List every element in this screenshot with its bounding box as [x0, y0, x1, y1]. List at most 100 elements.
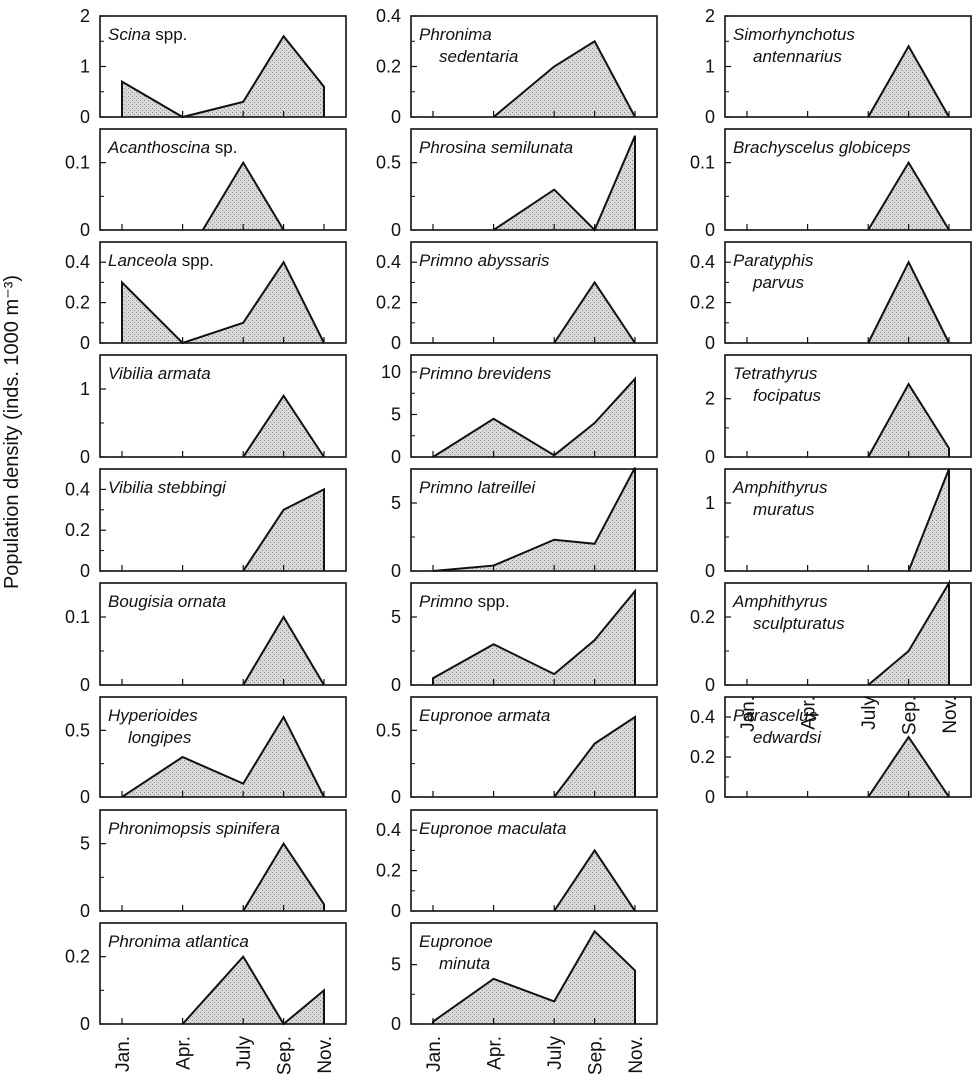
chart-panel: 0 0.5 Eupronoe armata [376, 696, 658, 807]
y-tick-label: 0.2 [690, 747, 715, 767]
chart-panel: 0 5 Eupronoe minuta [391, 922, 658, 1034]
panel-frame [99, 922, 347, 1025]
y-tick-label: 0 [391, 561, 401, 581]
x-tick-label: Sep. [900, 696, 921, 735]
y-tick-label: 5 [391, 607, 401, 627]
y-tick-label: 0 [80, 675, 90, 695]
panel-title: Parascelus [733, 706, 818, 725]
series-line [201, 160, 285, 231]
x-tick-labels-group: Jan. Apr. July Sep. Nov. Jan. Apr. July Sep. Nov.… [113, 696, 961, 1076]
y-tick-label: 1 [80, 57, 90, 77]
y-tick-label: 0 [80, 1014, 90, 1034]
panel-frame [410, 468, 658, 572]
y-tick-label: 0 [391, 1014, 401, 1034]
y-tick-label: 0.5 [65, 720, 90, 740]
chart-panel: 0 0.5 Hyperioides longipes [65, 696, 347, 807]
series-area [868, 737, 949, 797]
series-line [867, 259, 950, 344]
chart-panel: 0 0.1 Acanthoscina sp. [65, 128, 347, 240]
y-tick-label: 0 [705, 447, 715, 467]
series-area [122, 262, 324, 343]
series-area [243, 617, 324, 685]
panel-frame [410, 241, 658, 344]
y-tick-label: 0.2 [65, 520, 90, 540]
x-tick-label: Sep. [586, 1036, 607, 1075]
chart-panel: 0 0.2 Phronima atlantica [65, 922, 347, 1034]
series-area [433, 467, 635, 571]
series-line [553, 848, 636, 912]
chart-panel: 0 5 Phronimopsis spinifera [80, 809, 347, 921]
chart-panel: 0 5 10 Primno brevidens [381, 354, 658, 467]
y-tick-label: 0 [705, 675, 715, 695]
y-tick-label: 0.2 [376, 57, 401, 77]
chart-panel: 0 0.2 0.4 Paratyphis parvus [690, 241, 972, 353]
panel-title-line2: sculpturatus [753, 614, 845, 633]
series-line [432, 588, 636, 685]
panel-frame [724, 696, 972, 798]
y-tick-label: 0 [705, 333, 715, 353]
series-area [868, 384, 949, 457]
panel-title: Primno brevidens [419, 364, 552, 383]
series-line [242, 487, 325, 572]
chart-panel: 0 1 2 Scina spp. [80, 6, 347, 127]
chart-panel: 0 0.2 0.4 Lanceola spp. [65, 241, 347, 353]
y-tick-label: 0.4 [65, 252, 90, 272]
panel-title-line2: longipes [128, 728, 192, 747]
y-tick-label: 0 [391, 675, 401, 695]
series-line [492, 39, 636, 118]
series-line [242, 393, 325, 458]
chart-panel: 0 0.2 0.4 Primno abyssaris [376, 241, 658, 353]
panel-frame [99, 241, 347, 344]
x-tick-label: Apr. [799, 696, 820, 730]
chart-panel: 0 0.2 0.4 Eupronoe maculata [376, 809, 658, 921]
y-tick-label: 0 [391, 447, 401, 467]
panel-title: Eupronoe [419, 932, 493, 951]
series-area [554, 282, 635, 343]
series-line [432, 376, 636, 458]
panel-title: Paratyphis [733, 251, 814, 270]
x-tick-label: Jan. [738, 696, 759, 732]
y-tick-label: 0.4 [376, 6, 401, 26]
series-area [868, 583, 949, 685]
panel-title-line2: sedentaria [439, 47, 518, 66]
y-tick-label: 0 [391, 901, 401, 921]
series-area [202, 162, 284, 230]
panel-frame [724, 128, 972, 231]
series-line [432, 467, 636, 572]
panel-title: Bougisia ornata [108, 592, 226, 611]
series-area [493, 135, 635, 230]
panel-title-line2: antennarius [753, 47, 842, 66]
x-tick-label: Sep. [275, 1036, 296, 1075]
series-line [121, 714, 325, 798]
y-tick-label: 0 [80, 107, 90, 127]
y-tick-label: 0.4 [376, 252, 401, 272]
panel-frame [724, 582, 972, 686]
y-axis-label: Population density (inds. 1000 m⁻³) [1, 275, 23, 589]
panel-frame [99, 809, 347, 912]
y-tick-label: 0.2 [376, 861, 401, 881]
series-area [182, 956, 324, 1024]
chart-panel: 0 0.1 Brachyscelus globiceps [690, 128, 972, 240]
y-tick-label: 0 [705, 220, 715, 240]
y-tick-label: 2 [80, 6, 90, 26]
panel-title: Primno latreillei [419, 478, 536, 497]
panel-title: Eupronoe armata [419, 706, 550, 725]
y-tick-label: 5 [391, 493, 401, 513]
panel-title-line2: focipatus [753, 386, 822, 405]
y-tick-label: 0.2 [690, 293, 715, 313]
panel-frame [410, 696, 658, 798]
panel-title: Lanceola spp. [108, 251, 214, 270]
y-tick-label: 1 [705, 493, 715, 513]
series-line [867, 579, 950, 686]
y-tick-label: 0.1 [65, 607, 90, 627]
panel-frame [410, 582, 658, 686]
panel-title: Primno abyssaris [419, 251, 550, 270]
panel-title: Phrosina semilunata [419, 138, 573, 157]
y-tick-label: 0 [80, 447, 90, 467]
panel-title: Hyperioides [108, 706, 198, 725]
series-line [242, 615, 325, 686]
y-tick-label: 0 [391, 107, 401, 127]
panel-title-line2: edwardsi [753, 728, 822, 747]
panel-title: Amphithyrus [732, 478, 828, 497]
series-line [867, 735, 950, 798]
